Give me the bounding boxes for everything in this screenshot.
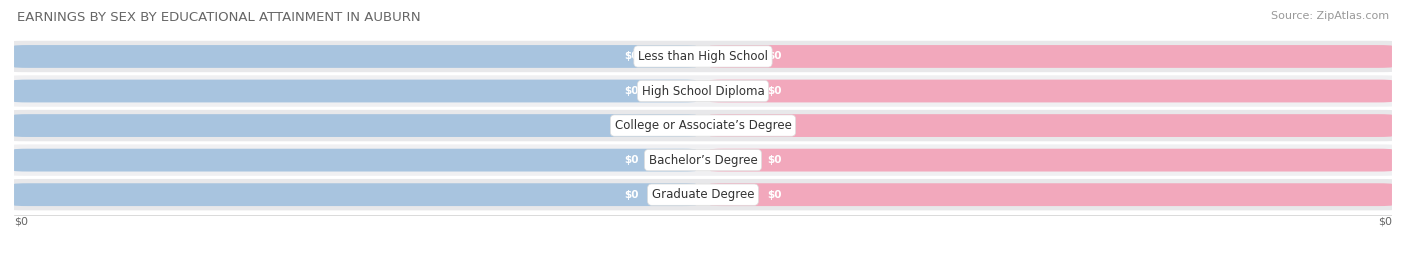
- FancyBboxPatch shape: [710, 183, 1392, 206]
- FancyBboxPatch shape: [14, 114, 696, 137]
- Text: $0: $0: [14, 217, 28, 226]
- FancyBboxPatch shape: [710, 114, 1392, 137]
- Text: $0: $0: [624, 190, 640, 200]
- Text: Less than High School: Less than High School: [638, 50, 768, 63]
- Text: $0: $0: [766, 121, 782, 130]
- FancyBboxPatch shape: [14, 149, 696, 172]
- Text: $0: $0: [766, 86, 782, 96]
- Text: $0: $0: [1378, 217, 1392, 226]
- Text: EARNINGS BY SEX BY EDUCATIONAL ATTAINMENT IN AUBURN: EARNINGS BY SEX BY EDUCATIONAL ATTAINMEN…: [17, 11, 420, 24]
- FancyBboxPatch shape: [710, 45, 1392, 68]
- Text: Graduate Degree: Graduate Degree: [652, 188, 754, 201]
- FancyBboxPatch shape: [710, 80, 1392, 102]
- FancyBboxPatch shape: [14, 45, 696, 68]
- FancyBboxPatch shape: [7, 179, 1399, 210]
- FancyBboxPatch shape: [7, 144, 1399, 176]
- Text: Source: ZipAtlas.com: Source: ZipAtlas.com: [1271, 11, 1389, 21]
- FancyBboxPatch shape: [7, 75, 1399, 107]
- FancyBboxPatch shape: [7, 41, 1399, 72]
- FancyBboxPatch shape: [14, 183, 696, 206]
- Text: $0: $0: [624, 155, 640, 165]
- Text: $0: $0: [766, 51, 782, 61]
- Text: $0: $0: [624, 86, 640, 96]
- Text: High School Diploma: High School Diploma: [641, 84, 765, 98]
- FancyBboxPatch shape: [7, 110, 1399, 141]
- Text: Bachelor’s Degree: Bachelor’s Degree: [648, 154, 758, 167]
- FancyBboxPatch shape: [710, 149, 1392, 172]
- Text: $0: $0: [624, 51, 640, 61]
- Text: College or Associate’s Degree: College or Associate’s Degree: [614, 119, 792, 132]
- FancyBboxPatch shape: [14, 80, 696, 102]
- Text: $0: $0: [624, 121, 640, 130]
- Text: $0: $0: [766, 190, 782, 200]
- Text: $0: $0: [766, 155, 782, 165]
